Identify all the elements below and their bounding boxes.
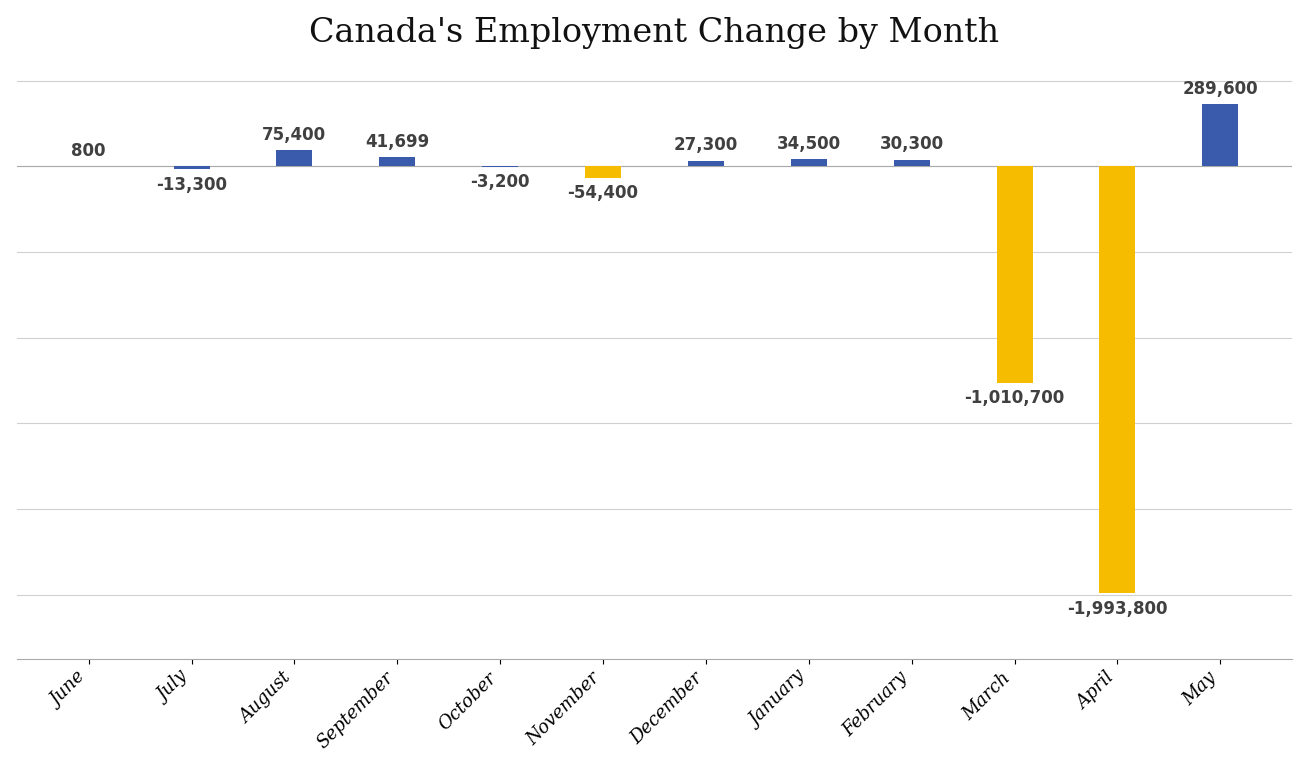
Title: Canada's Employment Change by Month: Canada's Employment Change by Month — [309, 17, 1000, 48]
Text: 800: 800 — [72, 141, 106, 160]
Bar — [1100, 166, 1135, 594]
Bar — [1203, 105, 1238, 166]
Text: -1,010,700: -1,010,700 — [965, 389, 1064, 408]
Text: 27,300: 27,300 — [674, 136, 738, 154]
Bar — [585, 166, 620, 178]
Bar — [276, 150, 313, 166]
Bar — [689, 161, 724, 166]
Text: -1,993,800: -1,993,800 — [1067, 600, 1168, 618]
Bar — [174, 166, 209, 169]
Bar — [791, 159, 827, 166]
Text: -3,200: -3,200 — [470, 174, 530, 191]
Text: 289,600: 289,600 — [1182, 80, 1258, 98]
Text: 41,699: 41,699 — [365, 133, 429, 151]
Text: -13,300: -13,300 — [156, 175, 226, 194]
Text: 30,300: 30,300 — [880, 135, 944, 154]
Bar — [380, 158, 415, 166]
Bar — [894, 160, 929, 166]
Text: 34,500: 34,500 — [776, 135, 840, 152]
Bar — [996, 166, 1033, 383]
Text: -54,400: -54,400 — [568, 185, 639, 202]
Text: 75,400: 75,400 — [262, 126, 326, 144]
